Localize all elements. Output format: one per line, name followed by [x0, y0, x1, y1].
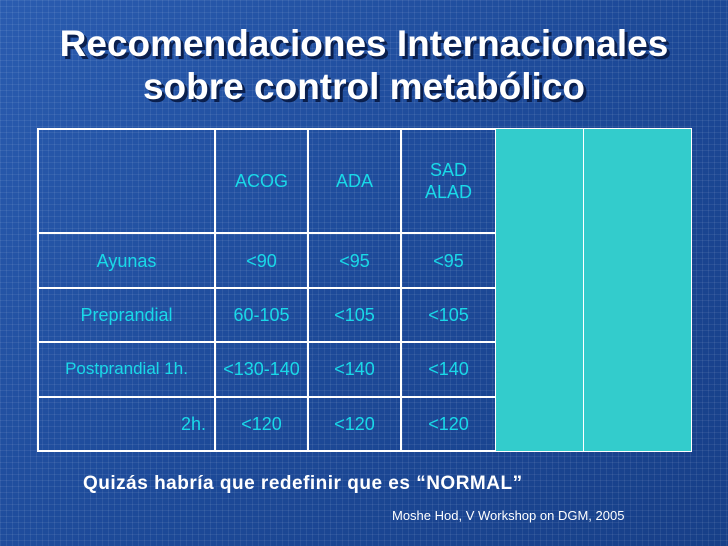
table-row: Postprandial 1h. <130-140 <140 <140 [37, 341, 497, 398]
table-cell: <140 [307, 341, 402, 398]
row-label-2h: 2h. [37, 395, 216, 453]
footnote-text: Quizás habría que redefinir que es “NORM… [83, 473, 523, 494]
table-row: 2h. <120 <120 <120 [37, 395, 497, 453]
row-label-ayunas: Ayunas [37, 232, 216, 289]
table-cell: <120 [400, 395, 497, 453]
header-cell-ada: ADA [307, 127, 402, 235]
title-line-2: sobre control metabólico [142, 66, 585, 107]
recommendations-table-container: ACOG ADA SAD ALAD Ayunas <90 <95 <95 Pre… [37, 127, 497, 453]
table-cell: <140 [400, 341, 497, 398]
recommendations-table: ACOG ADA SAD ALAD Ayunas <90 <95 <95 Pre… [37, 127, 497, 453]
table-header-row: ACOG ADA SAD ALAD [37, 127, 497, 235]
citation-text: Moshe Hod, V Workshop on DGM, 2005 [392, 508, 625, 523]
header-cell-sad-alad: SAD ALAD [400, 127, 497, 235]
table-row: Ayunas <90 <95 <95 [37, 232, 497, 289]
table-cell: <130-140 [214, 341, 309, 398]
table-cell: <105 [307, 286, 402, 344]
row-label-preprandial: Preprandial [37, 286, 216, 344]
table-cell: <95 [307, 232, 402, 289]
table-cell: <120 [214, 395, 309, 453]
cyan-overlay-box [495, 128, 692, 452]
table-cell: <90 [214, 232, 309, 289]
table-cell: <120 [307, 395, 402, 453]
table-cell: <95 [400, 232, 497, 289]
cyan-box-divider [583, 129, 584, 451]
table-cell: <105 [400, 286, 497, 344]
table-row: Preprandial 60-105 <105 <105 [37, 286, 497, 344]
table-cell: 60-105 [214, 286, 309, 344]
slide-title: Recomendaciones Internacionales sobre co… [0, 22, 728, 108]
row-label-postprandial: Postprandial 1h. [37, 341, 216, 398]
header-cell-empty [37, 127, 216, 235]
title-line-1: Recomendaciones Internacionales [59, 23, 669, 64]
header-cell-acog: ACOG [214, 127, 309, 235]
